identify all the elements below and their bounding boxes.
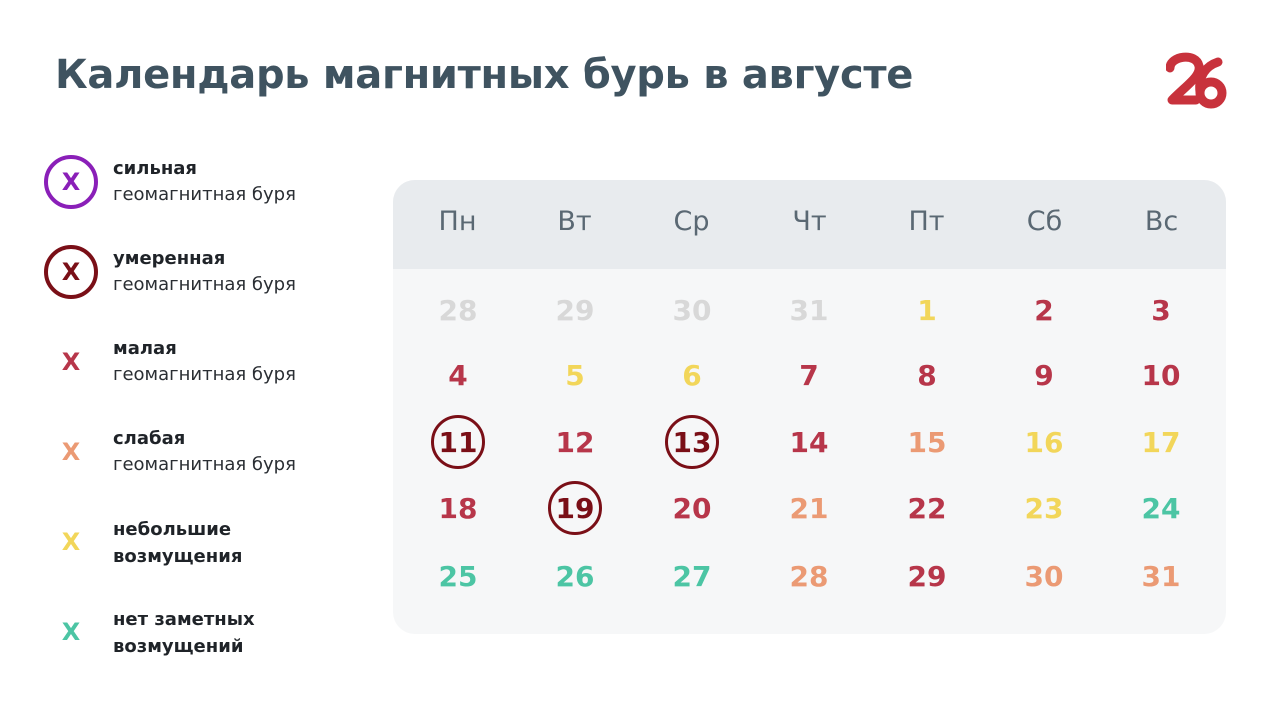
legend-title: малая [113, 338, 177, 359]
calendar-day: 10 [1141, 358, 1181, 392]
no-disturbance-icon: X [61, 618, 81, 646]
calendar-day: 6 [682, 358, 702, 392]
calendar-day: 16 [1024, 425, 1064, 459]
weekday-fri: Пт [908, 206, 945, 237]
legend-item-none: X нет заметных возмущений [44, 605, 344, 665]
calendar-day: 30 [1024, 559, 1064, 593]
calendar-day: 3 [1151, 293, 1171, 327]
weekday-thu: Чт [792, 206, 827, 237]
calendar-day: 28 [438, 293, 478, 327]
legend-item-moderate: X умеренная геомагнитная буря [44, 245, 344, 305]
calendar-day: 27 [672, 559, 712, 593]
calendar-day: 8 [917, 358, 937, 392]
calendar-day: 19 [548, 481, 602, 535]
calendar-day: 7 [799, 358, 819, 392]
legend-title: небольшие возмущения [113, 519, 243, 567]
calendar-day: 31 [1141, 559, 1181, 593]
legend-item-small: X небольшие возмущения [44, 515, 344, 575]
small-disturbance-icon: X [61, 528, 81, 556]
calendar-day: 30 [672, 293, 712, 327]
page-title: Календарь магнитных бурь в августе [55, 52, 914, 98]
calendar-day: 20 [672, 491, 712, 525]
weekday-sun: Вс [1144, 206, 1179, 237]
minor-storm-icon: X [61, 348, 81, 376]
calendar-day: 21 [789, 491, 829, 525]
weekday-sat: Сб [1026, 206, 1063, 237]
legend-item-minor: X малая геомагнитная буря [44, 335, 344, 395]
moderate-storm-icon: X [44, 245, 98, 299]
strong-storm-icon: X [44, 155, 98, 209]
weekday-wed: Ср [673, 206, 710, 237]
legend-title: сильная [113, 158, 197, 179]
calendar-day: 1 [917, 293, 937, 327]
calendar-day: 31 [789, 293, 829, 327]
calendar-day: 2 [1034, 293, 1054, 327]
legend-title: нет заметных возмущений [113, 609, 255, 657]
legend-desc: геомагнитная буря [113, 184, 296, 205]
weekday-tue: Вт [557, 206, 592, 237]
calendar-day: 24 [1141, 491, 1181, 525]
calendar-day: 12 [555, 425, 595, 459]
calendar-day: 15 [907, 425, 947, 459]
calendar-day: 29 [907, 559, 947, 593]
legend-desc: геомагнитная буря [113, 364, 296, 385]
legend-item-strong: X сильная геомагнитная буря [44, 155, 344, 215]
calendar-day: 11 [431, 415, 485, 469]
calendar-day: 29 [555, 293, 595, 327]
calendar-day: 13 [665, 415, 719, 469]
calendar-day: 26 [555, 559, 595, 593]
calendar-header: Пн Вт Ср Чт Пт Сб Вс [393, 180, 1226, 269]
calendar-day: 17 [1141, 425, 1181, 459]
calendar-day: 25 [438, 559, 478, 593]
logo-icon [1165, 52, 1227, 109]
calendar-day: 5 [565, 358, 585, 392]
legend-title: умеренная [113, 248, 226, 269]
calendar-day: 22 [907, 491, 947, 525]
calendar: Пн Вт Ср Чт Пт Сб Вс 28 29 30 31 1 2 3 4 5 6 7 8 9 10… [393, 180, 1226, 634]
legend-desc: геомагнитная буря [113, 274, 296, 295]
legend-title: слабая [113, 428, 186, 449]
legend-desc: геомагнитная буря [113, 454, 296, 475]
calendar-day: 18 [438, 491, 478, 525]
calendar-day: 4 [448, 358, 468, 392]
calendar-day: 28 [789, 559, 829, 593]
calendar-day: 23 [1024, 491, 1064, 525]
calendar-day: 9 [1034, 358, 1054, 392]
weak-storm-icon: X [61, 438, 81, 466]
weekday-mon: Пн [438, 206, 477, 237]
calendar-day: 14 [789, 425, 829, 459]
logo-26 [1165, 50, 1230, 110]
legend-item-weak: X слабая геомагнитная буря [44, 425, 344, 485]
